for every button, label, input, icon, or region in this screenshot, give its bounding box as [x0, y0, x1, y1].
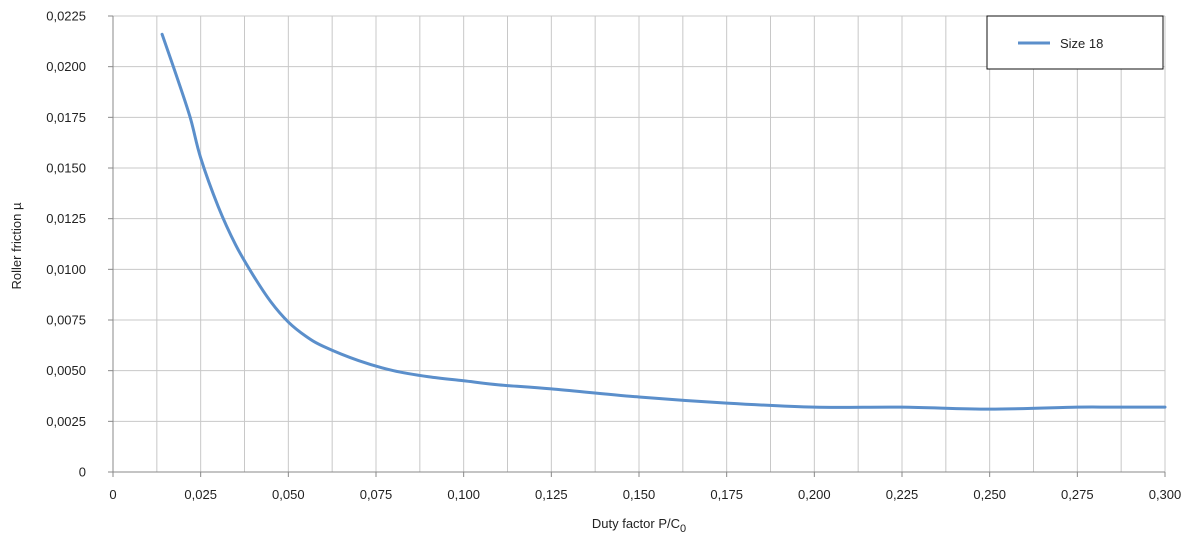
y-tick-label: 0,0125	[46, 211, 86, 226]
y-tick-label: 0,0200	[46, 59, 86, 74]
x-tick-label: 0,050	[272, 487, 305, 502]
x-tick-label: 0,200	[798, 487, 831, 502]
legend-label-size-18: Size 18	[1060, 36, 1103, 51]
grid	[113, 15, 1166, 472]
y-tick-label: 0,0175	[46, 110, 86, 125]
x-axis-title-subscript: 0	[680, 523, 686, 535]
x-tick-label: 0,225	[886, 487, 919, 502]
x-axis-title: Duty factor P/C0	[592, 516, 686, 535]
x-tick-label: 0,125	[535, 487, 568, 502]
y-tick-label: 0,0050	[46, 363, 86, 378]
axes	[108, 15, 1166, 477]
series-lines	[160, 32, 1167, 411]
y-tick-label: 0,0150	[46, 161, 86, 176]
y-axis-title: Roller friction µ	[9, 202, 24, 289]
y-tick-labels: 0 0,0025 0,0050 0,0075 0,0100 0,0125 0,0150 0,0…	[46, 9, 86, 480]
legend-box	[986, 15, 1164, 70]
series-line-size-18	[160, 32, 1167, 411]
x-tick-label: 0,100	[447, 487, 480, 502]
x-tick-label: 0,175	[710, 487, 743, 502]
x-tick-labels: 0 0,025 0,050 0,075 0,100 0,125 0,150 0,175 0,20…	[109, 487, 1181, 502]
y-tick-label: 0,0075	[46, 313, 86, 328]
x-tick-label: 0,075	[360, 487, 393, 502]
legend: Size 18	[986, 15, 1164, 70]
x-tick-label: 0	[109, 487, 116, 502]
y-tick-label: 0,0025	[46, 414, 86, 429]
y-tick-label: 0,0100	[46, 262, 86, 277]
y-tick-label: 0,0225	[46, 9, 86, 24]
x-tick-label: 0,300	[1149, 487, 1182, 502]
y-tick-label: 0	[79, 465, 86, 480]
x-axis-title-main: Duty factor P/C	[592, 516, 680, 531]
x-tick-label: 0,250	[973, 487, 1006, 502]
x-tick-label: 0,025	[184, 487, 217, 502]
x-tick-label: 0,150	[623, 487, 656, 502]
x-tick-label: 0,275	[1061, 487, 1094, 502]
